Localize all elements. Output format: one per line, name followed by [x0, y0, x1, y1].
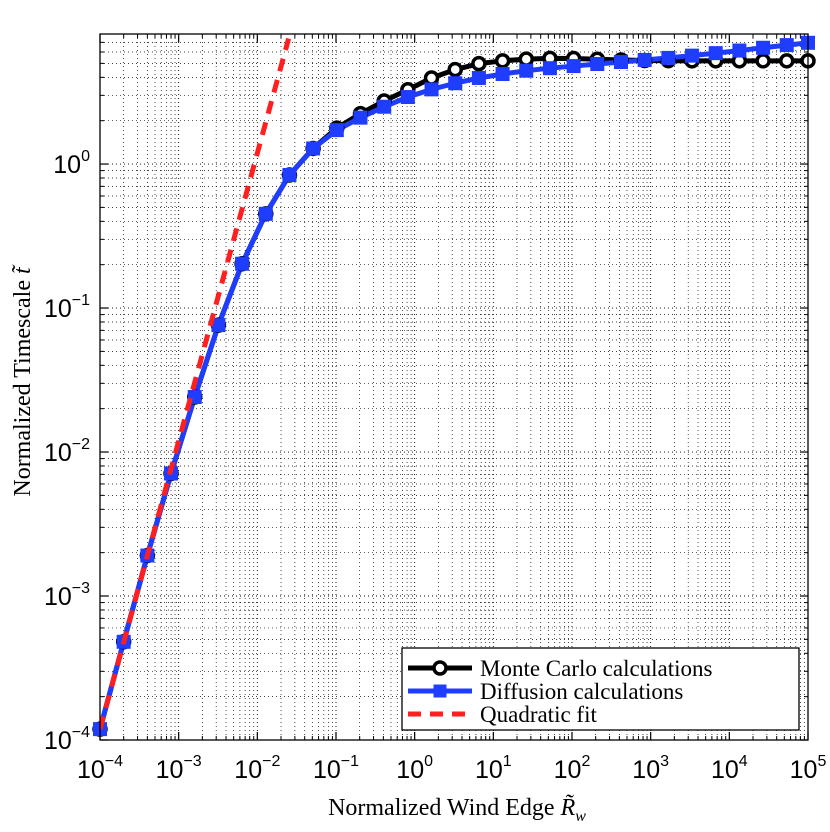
marker-diffusion [329, 123, 344, 138]
marker-diffusion [519, 63, 534, 78]
x-tick-label: 103 [632, 753, 669, 784]
legend: Monte Carlo calculations Diffusion calcu… [401, 647, 800, 731]
x-tick-label: 104 [711, 753, 748, 784]
marker-diffusion [258, 206, 273, 221]
y-tick-label: 10−2 [44, 436, 90, 467]
marker-monte-carlo [471, 55, 487, 72]
marker-diffusion [306, 141, 321, 156]
marker-diffusion [424, 82, 439, 97]
y-tick-label: 10−3 [44, 580, 90, 611]
x-tick-label: 101 [475, 753, 512, 784]
marker-monte-carlo [423, 70, 440, 86]
x-tick-label: 10−3 [156, 753, 202, 784]
x-tick-label: 100 [396, 753, 433, 784]
y-tick-labels: 10−4 10−3 10−2 10−1 100 [44, 148, 90, 755]
marker-diffusion [353, 110, 368, 125]
x-tick-label: 10−2 [234, 753, 280, 784]
plot-markers [92, 35, 816, 737]
marker-diffusion [661, 50, 676, 65]
marker-diffusion [235, 256, 250, 271]
marker-monte-carlo [447, 61, 463, 78]
minor-grid [100, 34, 808, 740]
marker-diffusion [708, 46, 723, 61]
x-tick-label: 10−1 [313, 753, 359, 784]
marker-diffusion [756, 40, 771, 55]
marker-diffusion [542, 61, 557, 76]
marker-diffusion [732, 43, 747, 58]
marker-diffusion [282, 168, 297, 183]
y-tick-label: 100 [53, 148, 90, 179]
axes-frame [99, 33, 809, 741]
marker-diffusion [637, 52, 652, 67]
marker-diffusion [613, 55, 628, 70]
marker-diffusion [590, 57, 605, 72]
marker-diffusion [471, 70, 486, 85]
marker-diffusion [400, 90, 415, 105]
marker-diffusion [685, 48, 700, 63]
series-line-quadratic-fit [100, 37, 292, 730]
marker-diffusion [448, 76, 463, 91]
marker-monte-carlo [494, 53, 511, 69]
x-tick-labels: 10−4 10−3 10−2 10−1 100 101 102 103 104 105 [77, 753, 826, 784]
legend-label-monte-carlo: Monte Carlo calculations [480, 656, 713, 681]
marker-diffusion [495, 66, 510, 81]
y-axis-title: Normalized Timescale t̃ [10, 264, 36, 497]
fit-group [100, 37, 292, 730]
x-tick-label: 105 [790, 753, 827, 784]
marker-diffusion [566, 59, 581, 74]
marker-monte-carlo [755, 53, 771, 69]
y-tick-label: 10−1 [44, 292, 90, 323]
tick-marks [99, 34, 809, 741]
legend-label-diffusion: Diffusion calculations [480, 679, 683, 704]
marker-monte-carlo [518, 51, 535, 67]
legend-marker-diffusion [433, 684, 447, 698]
marker-diffusion [779, 38, 794, 53]
y-tick-label: 10−4 [44, 724, 90, 755]
x-tick-label: 102 [554, 753, 591, 784]
marker-diffusion [377, 99, 392, 114]
legend-label-quadratic-fit: Quadratic fit [480, 702, 597, 727]
x-axis-title: Normalized Wind Edge R̃w [328, 794, 586, 825]
marker-monte-carlo [778, 53, 795, 69]
x-tick-label: 10−4 [77, 753, 123, 784]
legend-marker-monte-carlo [432, 660, 448, 676]
